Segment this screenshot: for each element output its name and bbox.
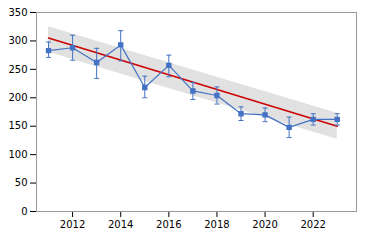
svg-text:0: 0 — [21, 206, 27, 217]
svg-text:2022: 2022 — [300, 219, 325, 230]
svg-text:350: 350 — [8, 7, 27, 18]
svg-text:2020: 2020 — [252, 219, 277, 230]
svg-text:2014: 2014 — [108, 219, 133, 230]
svg-text:50: 50 — [15, 177, 28, 188]
svg-text:300: 300 — [8, 35, 27, 46]
svg-text:100: 100 — [8, 149, 27, 160]
svg-text:2016: 2016 — [156, 219, 181, 230]
svg-text:200: 200 — [8, 92, 27, 103]
svg-text:150: 150 — [8, 120, 27, 131]
svg-text:250: 250 — [8, 64, 27, 75]
svg-text:2018: 2018 — [204, 219, 229, 230]
svg-text:2012: 2012 — [60, 219, 85, 230]
